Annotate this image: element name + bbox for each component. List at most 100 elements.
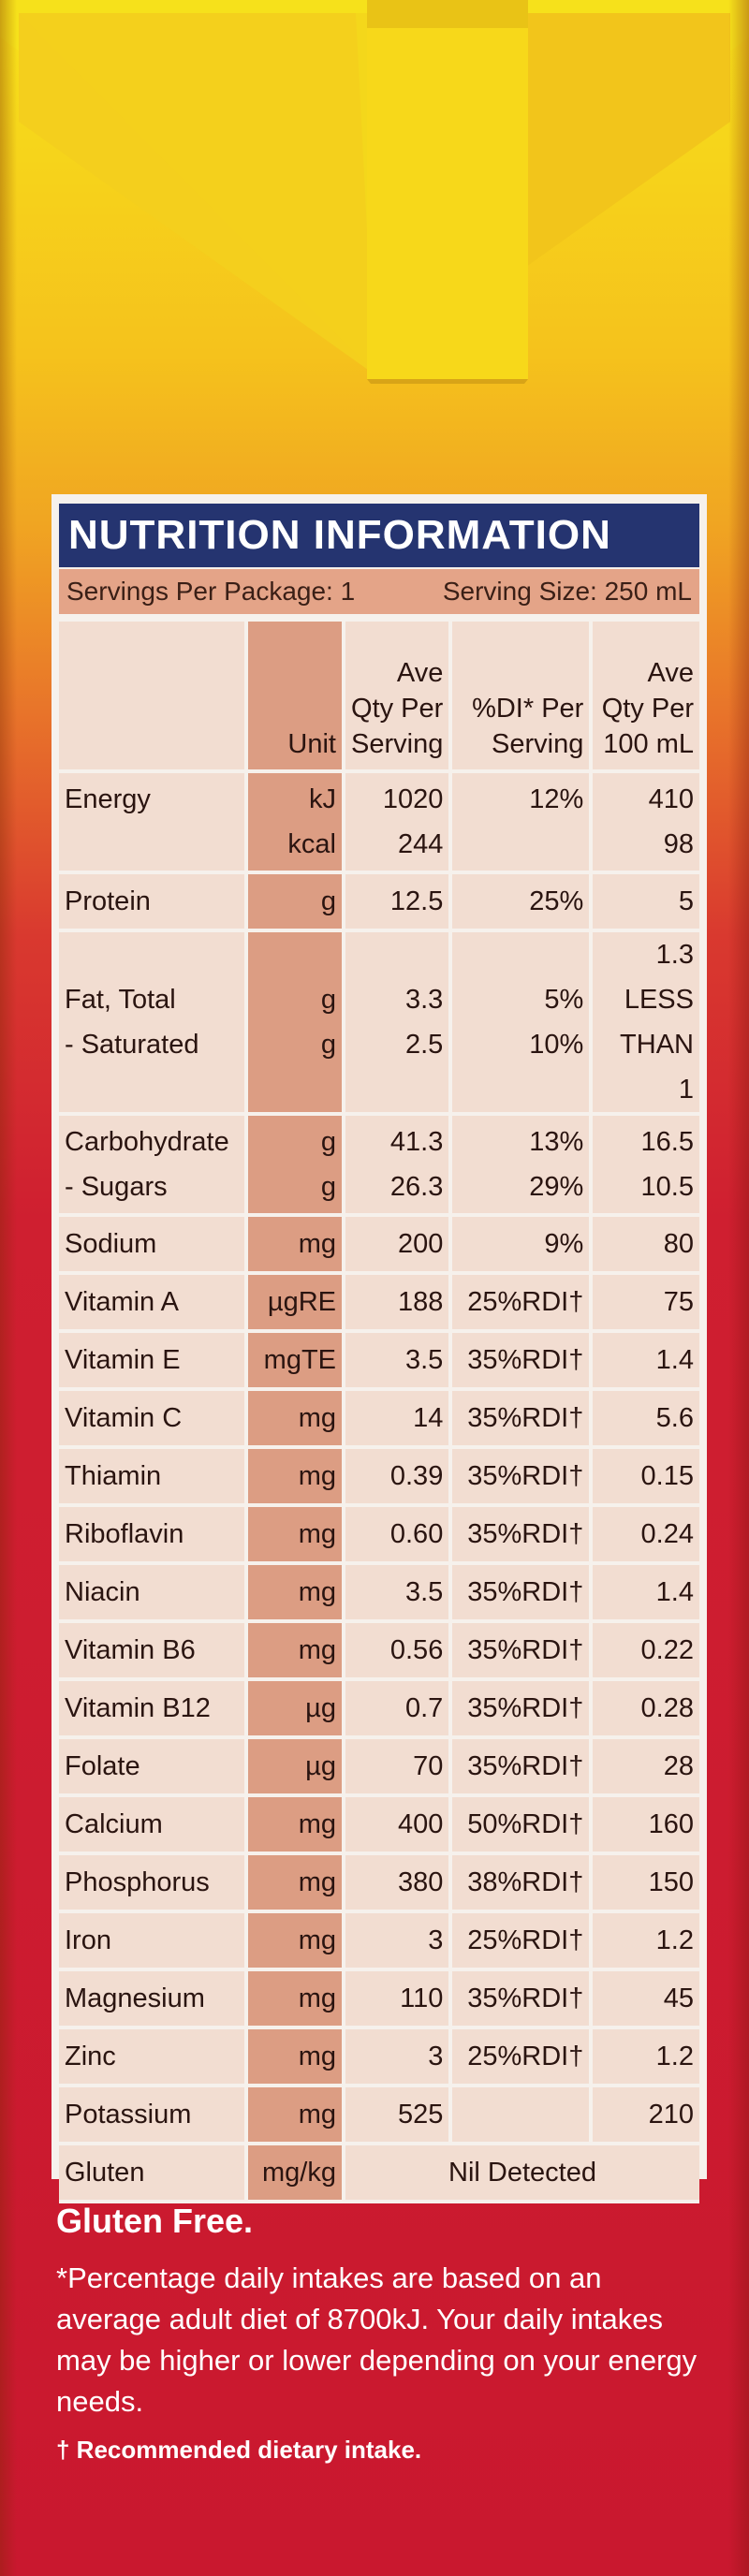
di-value-line: 9% bbox=[544, 1228, 584, 1259]
carton-top-folds bbox=[0, 0, 749, 487]
per-serving-value-line: 244 bbox=[397, 829, 444, 859]
per-100-value-line: 1.3 bbox=[655, 940, 694, 970]
per-100-value-line: 1.4 bbox=[655, 1576, 694, 1607]
di-value: 25% bbox=[452, 874, 594, 932]
nutrient-unit: mg bbox=[248, 1855, 345, 1913]
per-100-value: 1.4 bbox=[593, 1333, 699, 1391]
per-100-value: 80 bbox=[593, 1217, 699, 1275]
per-serving-value: 3.5 bbox=[345, 1333, 453, 1391]
per-100-value: 210 bbox=[593, 2087, 699, 2145]
nutrient-name-line: Protein bbox=[65, 886, 151, 916]
panel-title: NUTRITION INFORMATION bbox=[59, 504, 699, 567]
per-serving-value: 0.39 bbox=[345, 1449, 453, 1507]
nutrient-name-line: Niacin bbox=[65, 1576, 140, 1607]
per-100-value: 0.15 bbox=[593, 1449, 699, 1507]
per-serving-value-line: 0.39 bbox=[389, 1460, 444, 1491]
table-row: Niacin mg 3.5 35%RDI† 1.4 bbox=[59, 1565, 699, 1623]
per-serving-value: 400 bbox=[345, 1797, 453, 1855]
nutrient-unit: mg bbox=[248, 1565, 345, 1623]
nutrient-name: Carbohydrate - Sugars bbox=[59, 1116, 248, 1217]
nutrient-name: Vitamin E bbox=[59, 1333, 248, 1391]
nutrient-name: Vitamin C bbox=[59, 1391, 248, 1449]
per-100-value-line: 1.4 bbox=[655, 1344, 694, 1375]
header-di: %DI* Per Serving bbox=[452, 622, 594, 773]
nutrient-name: Phosphorus bbox=[59, 1855, 248, 1913]
per-100-value-line: 0.28 bbox=[640, 1692, 694, 1723]
per-100-value-line: 10.5 bbox=[640, 1172, 694, 1202]
nutrient-unit-line: mg bbox=[298, 1808, 336, 1839]
nutrient-unit-line: kJ bbox=[309, 784, 336, 814]
per-100-value-line: 75 bbox=[663, 1286, 694, 1317]
di-value-line: 35%RDI† bbox=[467, 1750, 584, 1781]
per-100-value-line: 5 bbox=[678, 886, 694, 916]
nutrient-unit: mg bbox=[248, 1449, 345, 1507]
table-row: Carbohydrate - Sugars g g 41.3 26.3 13% 29% 16.5… bbox=[59, 1116, 699, 1217]
nutrient-unit-line: g bbox=[320, 1172, 336, 1202]
table-row: Vitamin C mg 14 35%RDI† 5.6 bbox=[59, 1391, 699, 1449]
nutrient-unit: mg bbox=[248, 1391, 345, 1449]
nutrient-unit: µgRE bbox=[248, 1275, 345, 1333]
table-row: Fat, Total - Saturated g g 3.3 2.5 5% 10% 1.3 LES… bbox=[59, 932, 699, 1116]
per-serving-value-line: 3.5 bbox=[405, 1344, 444, 1375]
per-serving-value: 3.5 bbox=[345, 1565, 453, 1623]
nutrient-name: Gluten bbox=[59, 2145, 248, 2203]
nutrient-unit: mg bbox=[248, 1797, 345, 1855]
per-serving-value-line: 0.60 bbox=[389, 1518, 444, 1549]
per-100-value: 0.22 bbox=[593, 1623, 699, 1681]
gluten-value: Nil Detected bbox=[345, 2145, 699, 2203]
per-100-value-line: 0.24 bbox=[640, 1518, 694, 1549]
nutrient-name-line: Zinc bbox=[65, 2041, 116, 2071]
per-serving-value-line: 3.3 bbox=[405, 985, 444, 1015]
nutrient-name-line: Folate bbox=[65, 1750, 140, 1781]
nutrient-name: Vitamin B12 bbox=[59, 1681, 248, 1739]
nutrient-name-line: Magnesium bbox=[65, 1983, 205, 2013]
nutrient-unit-line: mg bbox=[298, 2099, 336, 2130]
di-value: 12% bbox=[452, 773, 594, 874]
nutrient-unit-line: µgRE bbox=[267, 1286, 336, 1317]
nutrient-unit: µg bbox=[248, 1739, 345, 1797]
di-value: 9% bbox=[452, 1217, 594, 1275]
nutrient-unit: g bbox=[248, 874, 345, 932]
nutrient-unit-line: mg bbox=[298, 1576, 336, 1607]
table-header: Unit Ave Qty Per Serving %DI* Per Servin… bbox=[59, 622, 699, 773]
nutrient-name-line: Vitamin C bbox=[65, 1402, 183, 1433]
per-serving-value: 3 bbox=[345, 2029, 453, 2087]
nutrient-unit: mg bbox=[248, 2029, 345, 2087]
carton-right-edge bbox=[728, 0, 749, 2576]
per-100-value: 16.5 10.5 bbox=[593, 1116, 699, 1217]
nutrient-name: Fat, Total - Saturated bbox=[59, 932, 248, 1116]
nutrient-name: Zinc bbox=[59, 2029, 248, 2087]
per-100-value: 45 bbox=[593, 1971, 699, 2029]
per-serving-value: 3.3 2.5 bbox=[345, 932, 453, 1116]
di-value: 25%RDI† bbox=[452, 2029, 594, 2087]
table-row: Riboflavin mg 0.60 35%RDI† 0.24 bbox=[59, 1507, 699, 1565]
nutrient-unit-line: g bbox=[320, 985, 336, 1015]
header-per-serving: Ave Qty Per Serving bbox=[345, 622, 453, 773]
di-value-line: 35%RDI† bbox=[467, 1344, 584, 1375]
di-value-line: 25%RDI† bbox=[467, 1286, 584, 1317]
per-100-value: 160 bbox=[593, 1797, 699, 1855]
di-value-line: 5% bbox=[544, 985, 584, 1015]
per-serving-value-line: 12.5 bbox=[389, 886, 444, 916]
nutrient-name: Folate bbox=[59, 1739, 248, 1797]
nutrient-name: Energy bbox=[59, 773, 248, 874]
nutrient-unit: µg bbox=[248, 1681, 345, 1739]
table-row: Vitamin E mgTE 3.5 35%RDI† 1.4 bbox=[59, 1333, 699, 1391]
header-unit: Unit bbox=[248, 622, 345, 773]
di-value: 35%RDI† bbox=[452, 1623, 594, 1681]
nutrient-name-line: Vitamin B12 bbox=[65, 1692, 211, 1723]
nutrient-name-line: Calcium bbox=[65, 1808, 163, 1839]
per-100-value-line: 98 bbox=[663, 829, 694, 859]
nutrient-name: Vitamin B6 bbox=[59, 1623, 248, 1681]
nutrient-name-line: Potassium bbox=[65, 2099, 192, 2130]
nutrition-panel: NUTRITION INFORMATION Servings Per Packa… bbox=[51, 494, 707, 2203]
gluten-free-label: Gluten Free. bbox=[56, 2202, 254, 2240]
per-serving-value-line: 0.56 bbox=[389, 1634, 444, 1665]
per-100-value-line: 210 bbox=[648, 2099, 694, 2130]
per-serving-value-line: 525 bbox=[397, 2099, 444, 2130]
table-row: Sodium mg 200 9% 80 bbox=[59, 1217, 699, 1275]
per-serving-value-line: 110 bbox=[400, 1983, 444, 2013]
nutrient-unit: mg bbox=[248, 1217, 345, 1275]
nutrient-unit-line: mg bbox=[298, 2041, 336, 2071]
per-100-value: 410 98 bbox=[593, 773, 699, 874]
